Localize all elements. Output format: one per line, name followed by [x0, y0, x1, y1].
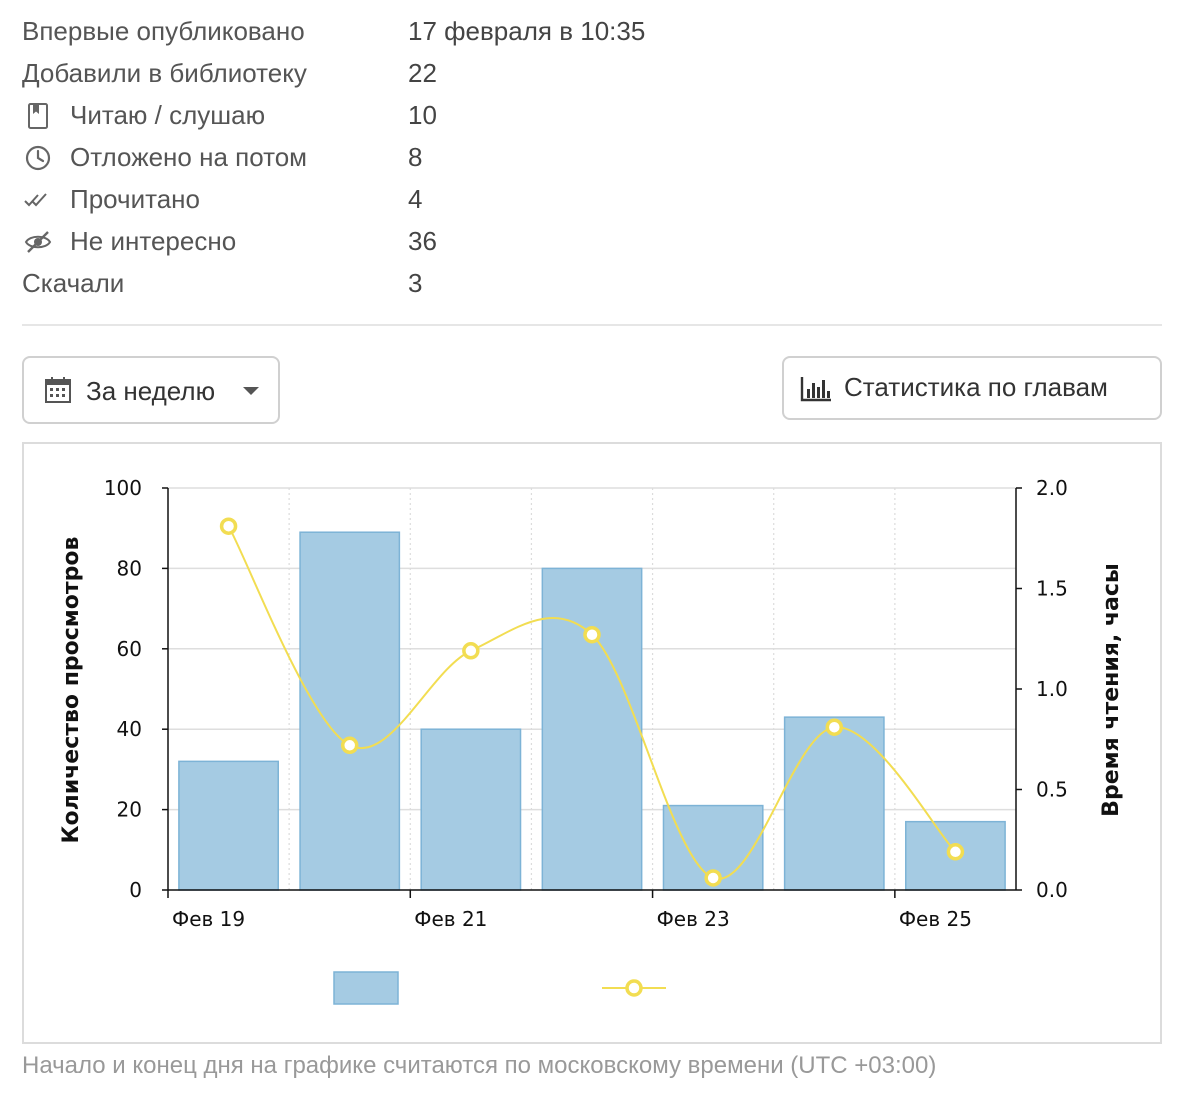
stat-first-published: Впервые опубликовано 17 февраля в 10:35	[22, 10, 1162, 52]
stat-later: Отложено на потом 8	[22, 136, 1162, 178]
divider	[22, 324, 1162, 326]
views-chart: Фев 19 Фев 21 Фев 23 Фев 25 0 20 40 60 80 100 0.…	[59, 476, 1124, 1005]
eye-off-icon	[24, 231, 52, 253]
stat-finished: Прочитано 4	[22, 178, 1162, 220]
y-axis-left: 0 20 40 60 80 100	[104, 476, 169, 902]
stat-label: Добавили в библиотеку	[22, 58, 307, 88]
stat-label: Впервые опубликовано	[22, 16, 305, 46]
stat-not-interested: Не интересно 36	[22, 220, 1162, 262]
chart-container: Фев 19 Фев 21 Фев 23 Фев 25 0 20 40 60 80 100 0.…	[22, 442, 1162, 1044]
stat-value: 36	[408, 226, 437, 256]
x-tick-label: Фев 19	[172, 907, 245, 931]
x-tick-label: Фев 23	[657, 907, 730, 931]
line-point	[340, 736, 359, 755]
y-tick-label: 20	[117, 798, 142, 822]
period-label: За неделю	[86, 376, 216, 406]
chapter-stats-button[interactable]: Статистика по главам	[782, 356, 1162, 420]
y-axis-right-title: Время чтения, часы	[1099, 563, 1124, 817]
book-stats: Впервые опубликовано 17 февраля в 10:35 …	[22, 10, 1162, 304]
bar	[178, 760, 279, 891]
x-tick-label: Фев 25	[899, 907, 972, 931]
bar	[299, 531, 401, 891]
double-check-icon	[24, 193, 47, 207]
stat-value: 8	[408, 142, 423, 172]
y-axis-left-title: Количество просмотров	[59, 537, 84, 844]
y-axis-right: 0.0 0.5 1.0 1.5 2.0	[1015, 476, 1068, 902]
y-tick-label: 0.5	[1036, 778, 1068, 802]
stat-downloaded: Скачали 3	[22, 262, 1162, 304]
stat-label: Читаю / слушаю	[70, 100, 266, 130]
caret-down-icon	[243, 387, 259, 395]
stat-label: Не интересно	[70, 226, 237, 256]
line-point	[704, 869, 722, 887]
stat-value: 22	[408, 58, 437, 88]
x-axis: Фев 19 Фев 21 Фев 23 Фев 25	[167, 889, 1016, 931]
x-tick-label: Фев 21	[414, 907, 487, 931]
y-tick-label: 1.0	[1036, 677, 1068, 701]
line-point	[946, 843, 965, 861]
bookmark-icon	[28, 103, 48, 129]
timezone-footnote: Начало и конец дня на графике считаются …	[22, 1052, 937, 1079]
chapter-stats-label: Статистика по главам	[844, 372, 1108, 402]
line-series	[219, 517, 965, 887]
bar	[541, 567, 643, 891]
bar	[783, 716, 885, 891]
period-dropdown[interactable]: За неделю	[22, 356, 280, 424]
chart-legend	[333, 971, 666, 1005]
stat-value: 10	[408, 100, 437, 130]
legend-bar-swatch	[333, 971, 399, 1005]
bar-chart-icon	[800, 377, 831, 402]
stat-value: 17 февраля в 10:35	[408, 16, 646, 46]
clock-icon	[25, 145, 51, 171]
stat-value: 4	[408, 184, 423, 214]
legend-line-marker	[625, 979, 643, 997]
y-tick-label: 0.0	[1036, 878, 1068, 902]
stat-value: 3	[408, 268, 423, 298]
stat-added-to-library: Добавили в библиотеку 22	[22, 52, 1162, 94]
y-tick-label: 0	[129, 878, 142, 902]
line-point	[583, 625, 601, 644]
line-point	[825, 718, 844, 736]
y-tick-label: 100	[104, 476, 142, 500]
stat-label: Прочитано	[70, 184, 200, 214]
line-point	[219, 517, 238, 535]
y-tick-label: 1.5	[1036, 577, 1068, 601]
stat-reading: Читаю / слушаю 10	[22, 94, 1162, 136]
y-tick-label: 2.0	[1036, 476, 1068, 500]
y-tick-label: 80	[117, 556, 142, 580]
line-point	[462, 642, 480, 660]
bar	[420, 728, 522, 891]
stat-label: Скачали	[22, 268, 125, 298]
y-tick-label: 40	[117, 717, 142, 741]
calendar-icon	[45, 377, 71, 403]
stat-label: Отложено на потом	[70, 142, 308, 172]
y-tick-label: 60	[117, 637, 142, 661]
